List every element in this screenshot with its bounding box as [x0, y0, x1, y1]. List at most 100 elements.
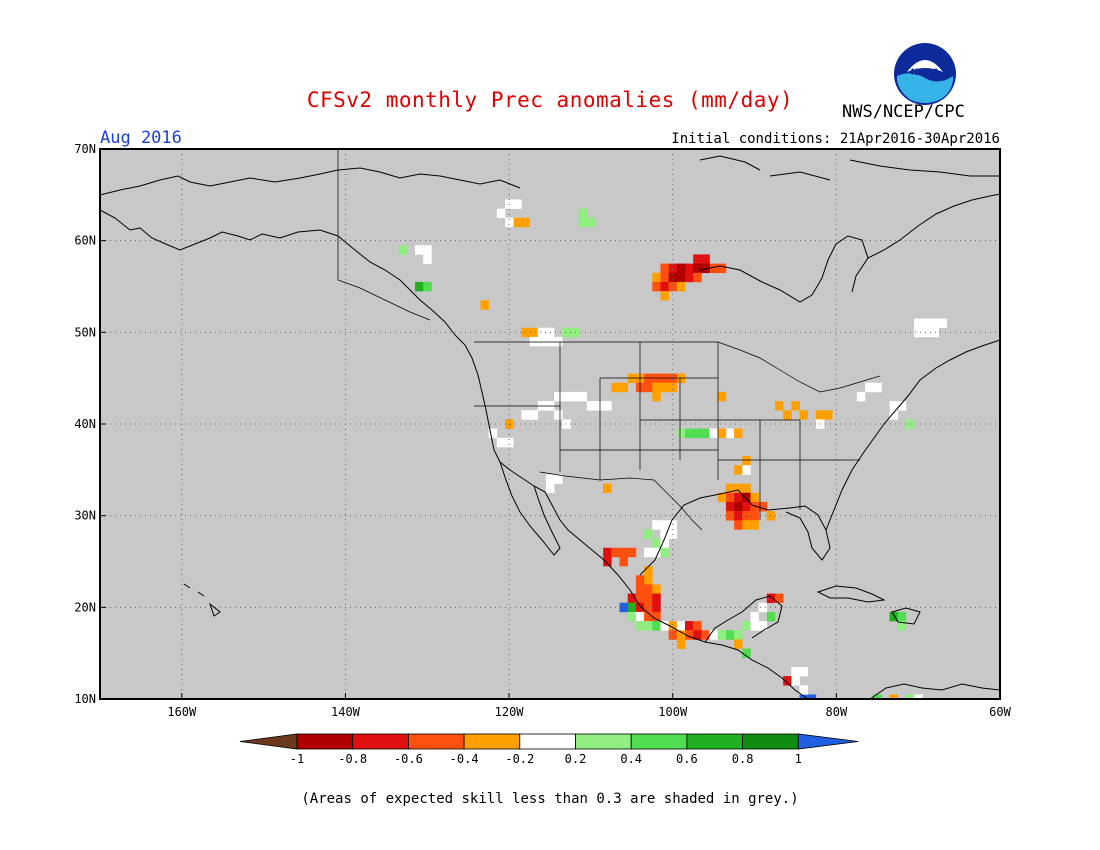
coastline-hawaii [183, 583, 221, 617]
forecast-month-label: Aug 2016 [100, 128, 182, 148]
anomaly-cell [521, 410, 530, 420]
colorbar-right-arrow [797, 733, 859, 750]
noaa-logo-gull [907, 60, 943, 72]
anomaly-cell [742, 492, 751, 503]
anomaly-cell [709, 630, 719, 640]
anomaly-cell [856, 391, 866, 402]
anomaly-cell [668, 281, 678, 292]
noaa-logo-text: NOAA [911, 68, 940, 78]
anomaly-cell [660, 272, 669, 283]
anomaly-cell [562, 419, 571, 429]
anomaly-cell [775, 593, 784, 604]
agency-label: NWS/NCEP/CPC [842, 102, 965, 122]
anomaly-cell [693, 272, 702, 283]
anomaly-cell [660, 547, 669, 558]
coastline-south-america [869, 683, 1000, 699]
anomaly-cell [554, 474, 563, 484]
anomaly-cell [488, 428, 498, 439]
anomaly-cell [603, 556, 612, 567]
anomaly-cell [652, 584, 661, 594]
colorbar-label: 0.8 [732, 752, 754, 766]
anomaly-cell [693, 428, 702, 439]
anomaly-cell [480, 300, 489, 310]
initial-conditions-label: Initial conditions: 21Apr2016-30Apr2016 [671, 131, 1000, 147]
anomaly-cell [889, 694, 899, 699]
colorbar-box [742, 733, 799, 750]
anomaly-cell [644, 529, 653, 539]
anomaly-cell [586, 401, 596, 411]
anomaly-cell [734, 428, 743, 439]
anomaly-cell [578, 391, 588, 402]
anomaly-cell [619, 382, 629, 393]
anomaly-cell [905, 694, 915, 699]
longitude-tick-label: 120W [495, 705, 525, 719]
anomaly-cell [652, 391, 661, 402]
coastline-yucatan [704, 595, 783, 643]
coastline-layer [100, 155, 1000, 699]
longitude-tick-label: 140W [331, 705, 361, 719]
anomaly-cell [742, 520, 751, 530]
anomaly-cell [889, 410, 899, 420]
noaa-logo: NOAA [894, 43, 956, 105]
colorbar-label: 0.2 [565, 752, 587, 766]
anomaly-cell [799, 666, 809, 677]
coastline-hudson-bay [699, 235, 869, 303]
anomaly-cell [521, 217, 530, 228]
anomaly-cell [914, 327, 923, 338]
anomaly-cell [734, 501, 743, 512]
anomaly-cell [938, 318, 948, 329]
anomaly-cell [676, 621, 686, 631]
anomaly-cell [734, 511, 743, 521]
anomaly-cell [791, 676, 800, 686]
anomaly-cell [652, 520, 661, 530]
anomaly-cell [570, 327, 579, 338]
anomaly-cell [701, 263, 710, 274]
anomaly-cell [750, 520, 759, 530]
anomaly-cell [635, 575, 645, 585]
anomaly-cell [578, 208, 588, 219]
anomaly-cell [570, 391, 579, 402]
anomaly-cell [652, 593, 661, 604]
anomaly-cell [619, 556, 629, 567]
anomaly-cell [562, 391, 571, 402]
anomaly-cell [685, 272, 694, 283]
colorbar-box [407, 733, 465, 750]
anomaly-cell [750, 492, 759, 503]
anomaly-cell [799, 694, 809, 699]
anomaly-cell [619, 547, 629, 558]
anomaly-cell [922, 318, 931, 329]
colorbar-box [519, 733, 576, 750]
anomaly-cell [660, 529, 669, 539]
anomaly-cell [742, 456, 751, 466]
anomaly-cell [758, 501, 768, 512]
longitude-labels: 160W 140W 120W 100W 80W 60W [167, 693, 1012, 719]
anomaly-cell [791, 401, 800, 411]
anomaly-cell [725, 501, 735, 512]
anomaly-cell [791, 666, 800, 677]
coastline-west-us [454, 334, 809, 699]
anomaly-cell [693, 254, 702, 264]
anomaly-cell [914, 694, 923, 699]
anomaly-cell [676, 630, 686, 640]
anomaly-cell [660, 538, 669, 549]
anomaly-cell [619, 602, 629, 613]
anomaly-cell [701, 630, 710, 640]
anomaly-cell [652, 538, 661, 549]
anomaly-cell [734, 520, 743, 530]
anomaly-cell [783, 676, 792, 686]
anomaly-cell [644, 611, 653, 622]
state-lines [474, 342, 860, 520]
anomaly-cell [611, 382, 620, 393]
anomaly-cell [685, 621, 694, 631]
coastline-baja [499, 461, 561, 556]
anomaly-cell [676, 272, 686, 283]
anomaly-cell [783, 410, 792, 420]
coastline-alaska-north [100, 167, 521, 196]
anomaly-cell [742, 501, 751, 512]
anomaly-cell [742, 465, 751, 475]
anomaly-cell [529, 410, 539, 420]
anomaly-cell [545, 483, 555, 494]
latitude-labels: 70N 60N 50N 40N 30N 20N 10N [74, 142, 106, 706]
anomaly-cell [930, 327, 939, 338]
